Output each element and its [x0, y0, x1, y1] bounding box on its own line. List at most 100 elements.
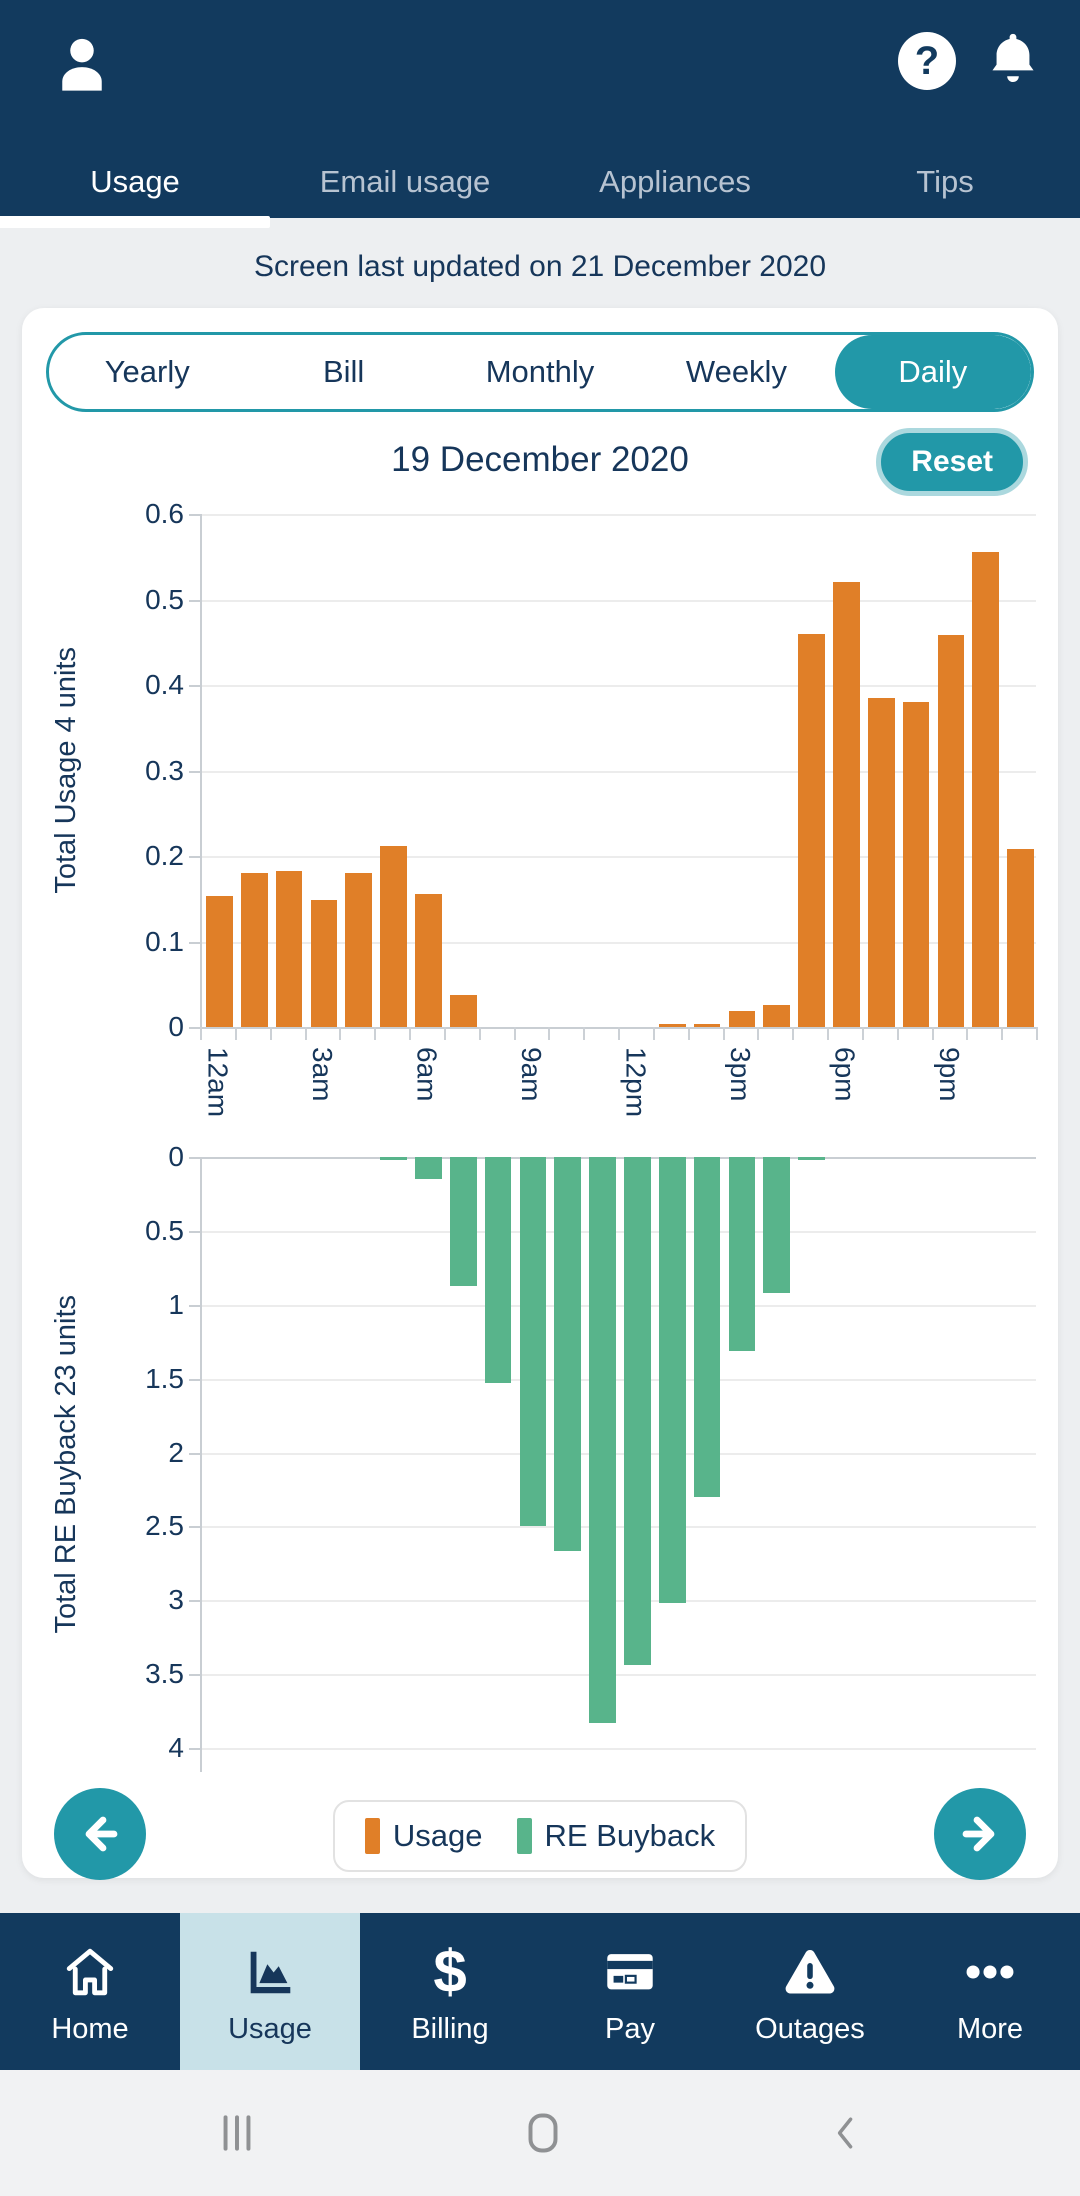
hour-tick-mark: [652, 1027, 655, 1040]
y-tick-label: 3: [168, 1584, 184, 1616]
warning-icon: [781, 1941, 839, 2003]
nav-item-usage[interactable]: Usage: [180, 1913, 360, 2070]
period-monthly[interactable]: Monthly: [442, 335, 638, 409]
y-tick-mark: [189, 1452, 202, 1455]
hour-label-3am: 3am: [306, 1047, 338, 1102]
legend-item-re-buyback[interactable]: RE Buyback: [516, 1818, 715, 1854]
period-yearly[interactable]: Yearly: [49, 335, 245, 409]
nav-item-home[interactable]: Home: [0, 1913, 180, 2070]
usage-swatch: [364, 1818, 380, 1854]
y-tick-mark: [189, 1600, 202, 1603]
period-bill[interactable]: Bill: [245, 335, 441, 409]
re-buyback-bar-10am[interactable]: [554, 1157, 582, 1552]
gridline: [202, 685, 1036, 687]
re-buyback-chart: Total RE Buyback 23 units 0 0.5 1 1.5 2 2.5 3 3…: [42, 1141, 1038, 1772]
hour-axis: 12am 3am 6am 9am 12pm 3pm 6pm 9pm: [200, 1027, 1038, 1157]
buyback-plot-area: 0 0.5 1 1.5 2 2.5 3 3.5 4: [145, 1141, 1036, 1772]
hour-tick-mark: [792, 1027, 795, 1040]
tab-tips-label: Tips: [916, 164, 974, 199]
tab-tips[interactable]: Tips: [810, 146, 1080, 218]
app-header: ? Usage Email usage Appliances Tips: [0, 0, 1080, 228]
nav-item-pay[interactable]: Pay: [540, 1913, 720, 2070]
re-buyback-bar-7am[interactable]: [449, 1157, 477, 1286]
next-day-button[interactable]: [934, 1788, 1026, 1880]
top-tab-bar: Usage Email usage Appliances Tips: [0, 146, 1080, 228]
hour-tick-mark: [1036, 1027, 1038, 1040]
reset-button[interactable]: Reset: [876, 428, 1028, 496]
notifications-bell-icon[interactable]: [984, 28, 1042, 99]
android-back-button[interactable]: [824, 2107, 868, 2159]
usage-bar-1pm[interactable]: [658, 1024, 686, 1027]
tab-email-usage[interactable]: Email usage: [270, 146, 540, 218]
re-buyback-bar-8am[interactable]: [484, 1157, 512, 1384]
usage-bar-7am[interactable]: [449, 995, 477, 1027]
period-daily-label: Daily: [898, 354, 968, 389]
y-tick-label: 0.5: [145, 1214, 184, 1246]
usage-bar-11pm[interactable]: [1007, 849, 1034, 1027]
usage-bar-4pm[interactable]: [763, 1004, 791, 1027]
usage-bar-1am[interactable]: [240, 873, 268, 1027]
tab-usage[interactable]: Usage: [0, 146, 270, 228]
re-buyback-bar-6am[interactable]: [415, 1157, 442, 1180]
re-buyback-bar-3pm[interactable]: [728, 1157, 756, 1351]
usage-legend-label: Usage: [392, 1818, 483, 1853]
nav-item-outages[interactable]: Outages: [720, 1913, 900, 2070]
chart-footer: Usage RE Buyback: [42, 1784, 1038, 1888]
usage-bar-4am[interactable]: [345, 873, 373, 1027]
hour-label-12am: 12am: [202, 1047, 234, 1118]
re-buyback-bar-5pm[interactable]: [798, 1157, 825, 1160]
usage-bar-2pm[interactable]: [693, 1023, 721, 1027]
gridline: [202, 1748, 1036, 1750]
usage-bar-5pm[interactable]: [798, 633, 825, 1027]
usage-bar-6am[interactable]: [415, 894, 442, 1027]
re-buyback-bar-11am[interactable]: [589, 1157, 616, 1723]
previous-day-button[interactable]: [54, 1788, 146, 1880]
y-tick-mark: [189, 1304, 202, 1307]
y-tick-mark: [189, 1674, 202, 1677]
period-weekly-label: Weekly: [685, 354, 787, 389]
hour-tick-mark: [304, 1027, 307, 1040]
re-buyback-bar-2pm[interactable]: [693, 1157, 721, 1497]
hour-tick-mark: [374, 1027, 377, 1040]
profile-icon[interactable]: [50, 28, 114, 107]
period-daily[interactable]: Daily: [834, 335, 1031, 409]
period-weekly[interactable]: Weekly: [638, 335, 834, 409]
re-buyback-bar-4pm[interactable]: [763, 1157, 791, 1293]
bottom-nav: Home Usage $ Billing: [0, 1913, 1080, 2070]
nav-outages-label: Outages: [755, 2013, 865, 2045]
android-recents-button[interactable]: [212, 2107, 262, 2159]
usage-bar-8pm[interactable]: [902, 702, 930, 1027]
period-bill-label: Bill: [322, 354, 365, 389]
usage-bar-9pm[interactable]: [937, 635, 965, 1027]
android-home-button[interactable]: [518, 2107, 568, 2159]
usage-bar-12am[interactable]: [206, 896, 233, 1027]
nav-item-billing[interactable]: $ Billing: [360, 1913, 540, 2070]
re-buyback-bar-5am[interactable]: [380, 1157, 407, 1160]
re-buyback-bar-9am[interactable]: [519, 1157, 547, 1527]
usage-bar-7pm[interactable]: [867, 697, 895, 1027]
nav-pay-label: Pay: [605, 2013, 655, 2045]
hour-label-12pm: 12pm: [620, 1047, 652, 1118]
usage-bar-2am[interactable]: [275, 870, 303, 1027]
re-buyback-bar-1pm[interactable]: [658, 1157, 686, 1604]
help-icon[interactable]: ?: [898, 32, 956, 90]
usage-bar-6pm[interactable]: [833, 582, 860, 1027]
y-tick-mark: [189, 1378, 202, 1381]
usage-bar-3pm[interactable]: [728, 1010, 756, 1027]
hour-label-3pm: 3pm: [724, 1047, 756, 1102]
gridline: [202, 770, 1036, 773]
usage-bar-3am[interactable]: [310, 899, 338, 1027]
usage-bar-10pm[interactable]: [972, 552, 1000, 1027]
re-buyback-bar-12pm[interactable]: [624, 1157, 651, 1666]
usage-bar-5am[interactable]: [380, 845, 407, 1027]
chart-date-title: 19 December 2020: [391, 440, 689, 479]
gridline: [202, 1526, 1036, 1529]
hour-tick-mark: [339, 1027, 342, 1040]
hour-tick-mark: [687, 1027, 690, 1040]
hour-tick-mark: [896, 1027, 899, 1040]
legend-item-usage[interactable]: Usage: [364, 1818, 483, 1854]
nav-item-more[interactable]: More: [900, 1913, 1080, 2070]
y-tick-label: 0.5: [145, 583, 184, 615]
tab-appliances[interactable]: Appliances: [540, 146, 810, 218]
hour-tick-mark: [513, 1027, 516, 1040]
